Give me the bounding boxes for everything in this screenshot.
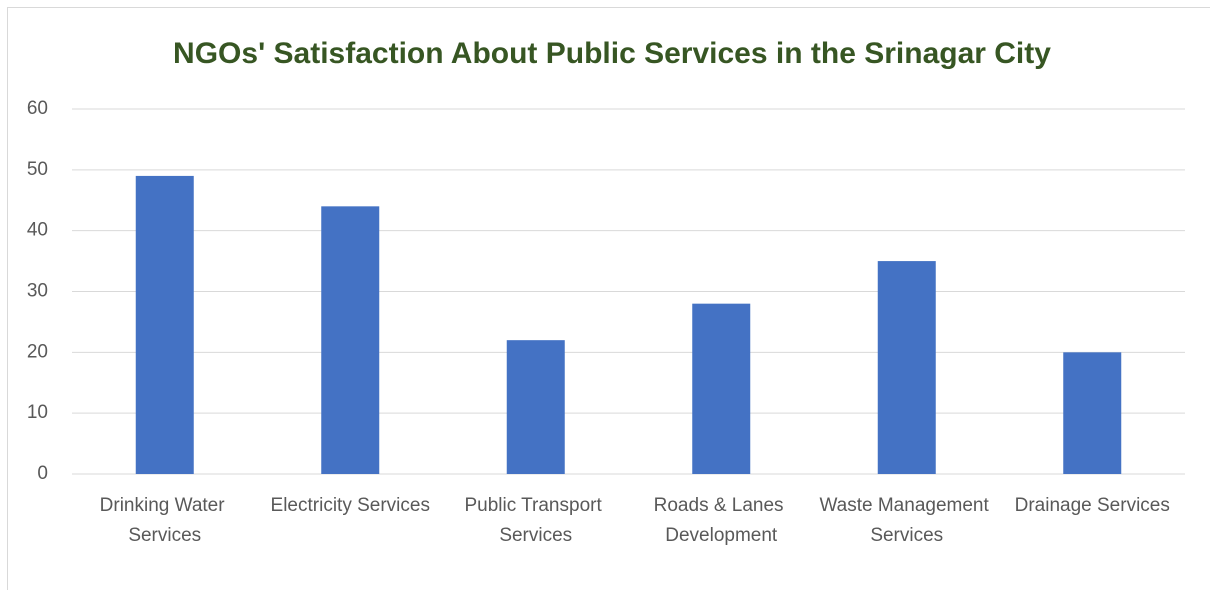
y-tick-label: 10: [27, 402, 48, 423]
x-tick-label: Electricity Services: [271, 495, 430, 516]
x-tick-label: Drinking Water Services: [100, 495, 230, 546]
x-tick-label: Waste Management Services: [819, 495, 994, 546]
bar: [877, 261, 936, 474]
y-tick-label: 60: [27, 98, 48, 119]
bar: [321, 206, 380, 475]
y-tick-label: 40: [27, 220, 48, 241]
x-tick-label: Drainage Services: [1015, 495, 1170, 516]
y-tick-label: 50: [27, 159, 48, 180]
y-tick-label: 30: [27, 281, 48, 302]
y-tick-label: 20: [27, 341, 48, 362]
bar: [506, 340, 565, 474]
y-tick-label: 0: [37, 463, 48, 484]
bar: [135, 175, 194, 474]
bar: [692, 303, 751, 474]
chart-frame: [7, 7, 1210, 590]
chart-title: NGOs' Satisfaction About Public Services…: [173, 37, 1051, 70]
x-tick-label: Roads & Lanes Development: [654, 495, 789, 546]
bar: [1063, 352, 1122, 474]
x-tick-label: Public Transport Services: [464, 495, 607, 546]
